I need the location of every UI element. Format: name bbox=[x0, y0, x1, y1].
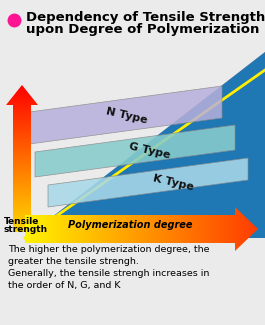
Polygon shape bbox=[48, 158, 248, 207]
Text: strength: strength bbox=[4, 225, 48, 234]
Polygon shape bbox=[25, 52, 265, 238]
Text: upon Degree of Polymerization: upon Degree of Polymerization bbox=[26, 23, 259, 36]
Text: Tensile: Tensile bbox=[4, 217, 39, 226]
Polygon shape bbox=[35, 125, 235, 177]
Text: N Type: N Type bbox=[105, 106, 149, 125]
Text: Polymerization degree: Polymerization degree bbox=[68, 220, 192, 230]
Text: The higher the polymerization degree, the
greater the tensile strengh.
Generally: The higher the polymerization degree, th… bbox=[8, 245, 210, 291]
Polygon shape bbox=[25, 52, 265, 238]
Polygon shape bbox=[22, 86, 222, 145]
Text: G Type: G Type bbox=[129, 141, 171, 161]
Text: K Type: K Type bbox=[152, 173, 194, 192]
Text: Dependency of Tensile Strength: Dependency of Tensile Strength bbox=[26, 11, 265, 24]
